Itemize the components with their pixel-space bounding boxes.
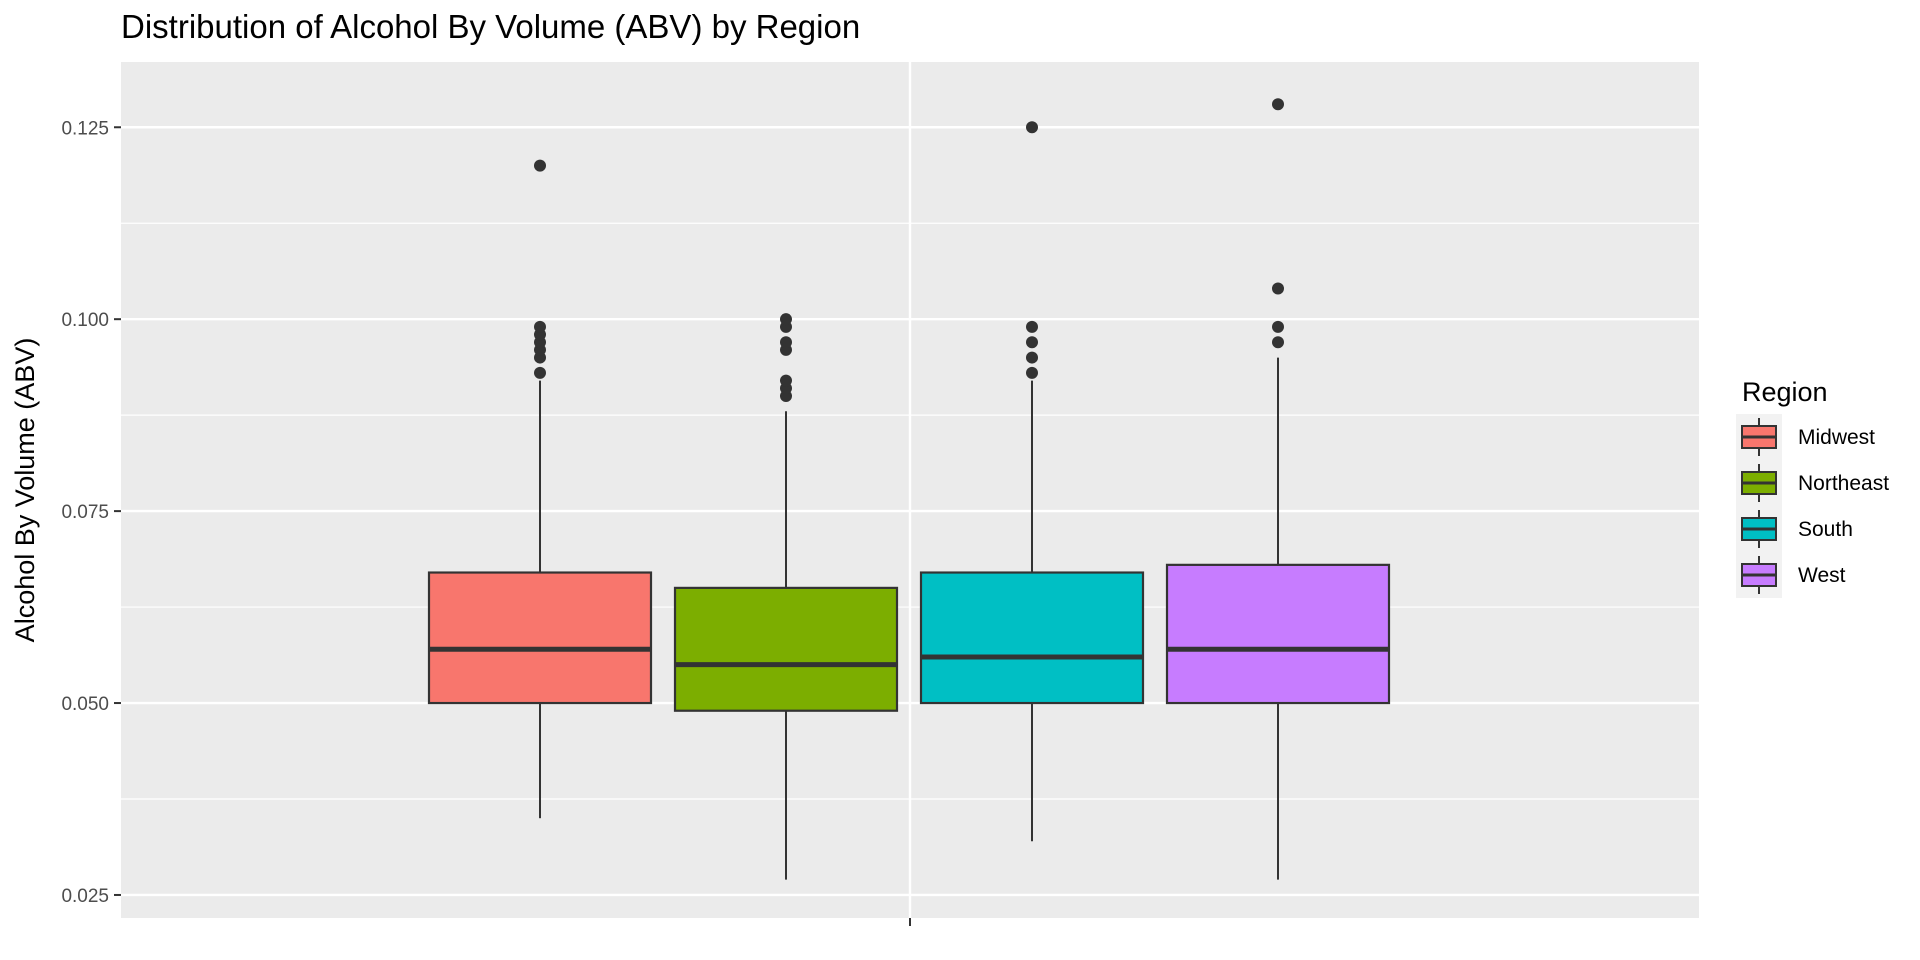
outlier-point <box>534 320 546 333</box>
legend-label: South <box>1798 518 1853 541</box>
outlier-point <box>1026 336 1038 349</box>
outlier-point <box>534 159 546 172</box>
y-axis-tick-label: 0.100 <box>61 310 109 331</box>
box-body <box>427 571 653 705</box>
legend: Region Midwest Northeast South West <box>1736 377 1889 598</box>
legend-label: Northeast <box>1798 472 1889 495</box>
outlier-point <box>1026 320 1038 333</box>
box-series <box>427 98 1391 880</box>
y-axis-label: Alcohol By Volume (ABV) <box>10 338 40 643</box>
outlier-point <box>1272 98 1284 111</box>
y-axis: 0.025 0.050 0.075 0.100 0.125 <box>61 118 121 907</box>
box-body <box>919 571 1145 705</box>
outlier-point <box>1272 336 1284 349</box>
chart-title: Distribution of Alcohol By Volume (ABV) … <box>121 8 860 45</box>
box-body <box>1165 563 1391 705</box>
y-axis-tick-label: 0.025 <box>61 886 109 907</box>
outlier-point <box>1026 351 1038 364</box>
legend-item-south: South <box>1736 506 1853 552</box>
legend-title: Region <box>1742 377 1828 407</box>
box-south <box>919 121 1145 842</box>
box-midwest <box>427 159 653 819</box>
outlier-point <box>1026 366 1038 379</box>
legend-label: West <box>1798 564 1846 587</box>
box-west <box>1165 98 1391 880</box>
y-axis-tick-label: 0.050 <box>61 694 109 715</box>
legend-item-northeast: Northeast <box>1736 460 1889 506</box>
box-northeast <box>673 313 899 880</box>
y-axis-tick-label: 0.075 <box>61 502 109 523</box>
legend-label: Midwest <box>1798 426 1875 449</box>
outlier-point <box>1272 282 1284 295</box>
outlier-point <box>780 313 792 326</box>
legend-item-midwest: Midwest <box>1736 414 1875 460</box>
outlier-point <box>534 366 546 379</box>
outlier-point <box>780 336 792 349</box>
outlier-point <box>1272 320 1284 333</box>
y-axis-tick-label: 0.125 <box>61 118 109 139</box>
outlier-point <box>1026 121 1038 134</box>
legend-items: Midwest Northeast South West <box>1736 414 1889 598</box>
legend-item-west: West <box>1736 552 1846 598</box>
box-body <box>673 586 899 712</box>
outlier-point <box>780 374 792 387</box>
